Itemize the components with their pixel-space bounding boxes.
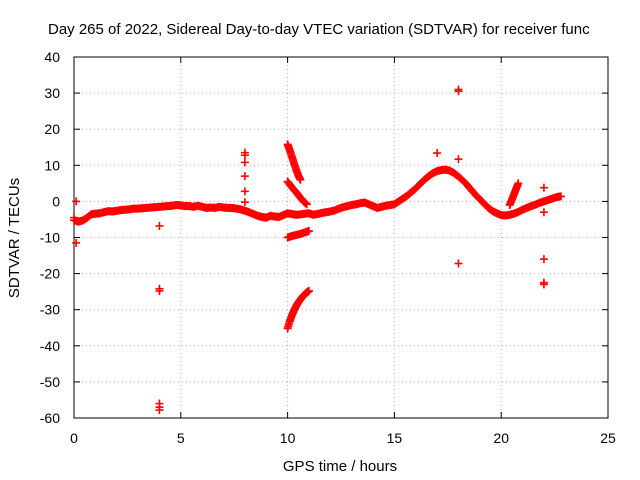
point-outliers [240,187,249,196]
point-outliers [72,197,81,206]
y-tick-label: -20 [40,266,60,282]
grid-lines [74,57,608,418]
point-outliers [72,238,81,247]
y-axis-label: SDTVAR / TECUs [6,178,23,298]
point-outliers [539,255,548,264]
point-outliers [155,406,164,415]
x-tick-label: 25 [600,430,616,446]
chart-title: Day 265 of 2022, Sidereal Day-to-day VTE… [48,21,590,38]
y-tick-label: 40 [44,49,60,65]
axis-ticks [73,56,609,419]
x-tick-label: 15 [387,430,403,446]
y-tick-label: -60 [40,410,60,426]
point-outliers [70,213,78,222]
point-outliers [155,286,164,295]
point-outliers [454,259,463,268]
point-arc_minus10 [304,227,313,236]
data-points [70,85,566,415]
point-arc_mid [302,200,311,209]
point-arc_negative [304,286,313,295]
x-tick-label: 20 [493,430,509,446]
y-tick-label: -10 [40,230,60,246]
point-outliers [539,280,548,289]
x-axis-label: GPS time / hours [283,458,397,475]
point-outliers [454,85,463,94]
point-outliers [240,198,249,207]
y-tick-label: 20 [44,121,60,137]
point-outliers [539,208,548,217]
x-tick-label: 5 [177,430,185,446]
point-outliers [539,183,548,192]
y-tick-label: 10 [44,157,60,173]
point-outliers [240,158,249,167]
y-tick-label: 0 [52,193,60,209]
y-tick-label: -30 [40,302,60,318]
point-outliers [433,149,442,158]
point-main_trend [557,192,566,201]
point-arc_positive [296,175,305,184]
y-tick-label: -40 [40,338,60,354]
x-tick-label: 10 [280,430,296,446]
point-outliers [240,151,249,160]
point-outliers [454,155,463,164]
x-tick-label: 0 [70,430,78,446]
y-tick-label: 30 [44,85,60,101]
axis-tick-labels: 0 5 10 15 20 25 -60 -50 -40 -30 -20 -10 0 10 20 30 40 [40,49,616,446]
point-outliers [240,172,249,181]
point-outliers [155,221,164,230]
y-tick-label: -50 [40,374,60,390]
point-arc_20h [514,179,523,188]
